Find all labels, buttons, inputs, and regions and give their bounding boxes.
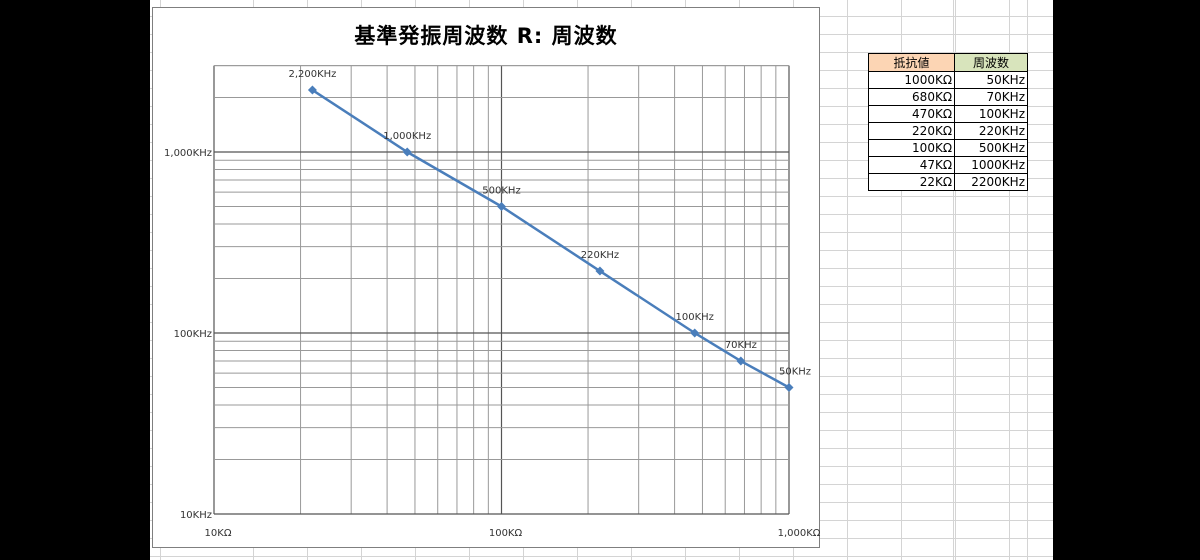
data-point-marker [307, 85, 317, 95]
data-label: 1,000KHz [383, 131, 431, 142]
frequency-cell[interactable]: 2200KHz [954, 173, 1028, 191]
resistance-cell[interactable]: 22KΩ [868, 173, 955, 191]
data-point-marker [736, 356, 746, 366]
data-point-marker [690, 328, 700, 338]
y-tick-label: 1,000KHz [164, 148, 212, 159]
frequency-cell[interactable]: 220KHz [954, 122, 1028, 140]
data-label: 100KHz [676, 312, 714, 323]
table-row: 680KΩ 70KHz [868, 88, 1028, 106]
y-tick-label: 100KHz [174, 329, 212, 340]
x-tick-label: 100KΩ [489, 528, 523, 539]
column-divider [1027, 0, 1028, 560]
data-label: 220KHz [581, 250, 619, 261]
resistance-cell[interactable]: 680KΩ [868, 88, 955, 106]
header-resistance[interactable]: 抵抗値 [868, 53, 955, 72]
table-row: 22KΩ 2200KHz [868, 173, 1028, 191]
data-label: 2,200KHz [288, 69, 336, 80]
data-label: 50KHz [779, 366, 811, 377]
resistance-cell[interactable]: 220KΩ [868, 122, 955, 140]
data-label: 70KHz [725, 340, 757, 351]
column-divider [953, 0, 954, 560]
frequency-cell[interactable]: 100KHz [954, 105, 1028, 123]
table-row: 1000KΩ 50KHz [868, 71, 1028, 89]
data-table: 抵抗値 周波数 1000KΩ 50KHz 680KΩ 70KHz 470KΩ 100KHz… [868, 53, 1028, 191]
y-tick-label: 10KHz [180, 510, 212, 521]
resistance-cell[interactable]: 470KΩ [868, 105, 955, 123]
table-row: 220KΩ 220KHz [868, 122, 1028, 140]
resistance-cell[interactable]: 47KΩ [868, 156, 955, 174]
data-label: 500KHz [482, 185, 520, 196]
x-tick-label: 1,000KΩ [778, 528, 821, 539]
data-point-marker [402, 147, 412, 157]
frequency-cell[interactable]: 70KHz [954, 88, 1028, 106]
header-frequency[interactable]: 周波数 [954, 53, 1028, 72]
table-row: 47KΩ 1000KHz [868, 156, 1028, 174]
data-point-marker [497, 201, 506, 211]
table-row: 470KΩ 100KHz [868, 105, 1028, 123]
table-row: 100KΩ 500KHz [868, 139, 1028, 157]
frequency-cell[interactable]: 500KHz [954, 139, 1028, 157]
data-point-marker [784, 382, 794, 392]
chart-title: 基準発振周波数 R: 周波数 [354, 24, 618, 48]
resistance-cell[interactable]: 100KΩ [868, 139, 955, 157]
x-tick-label: 10KΩ [205, 528, 232, 539]
frequency-cell[interactable]: 1000KHz [954, 156, 1028, 174]
resistance-cell[interactable]: 1000KΩ [868, 71, 955, 89]
data-point-marker [595, 266, 605, 276]
frequency-cell[interactable]: 50KHz [954, 71, 1028, 89]
